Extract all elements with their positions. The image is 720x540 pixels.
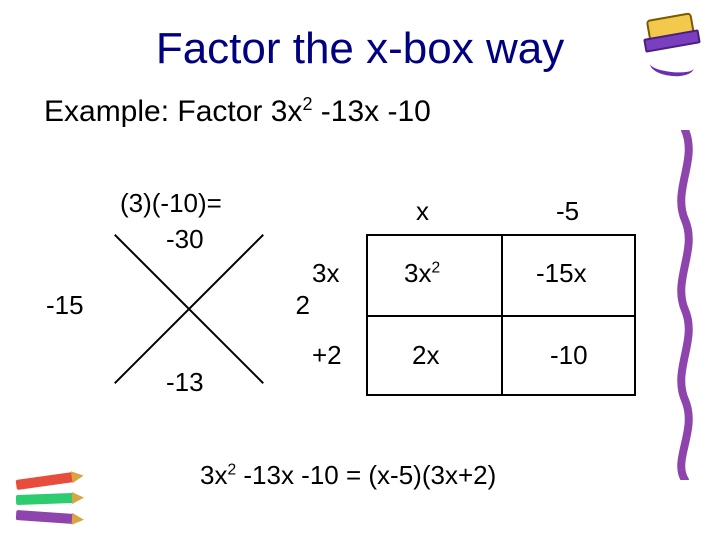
xbox-product-equation: (3)(-10)= (120, 188, 222, 219)
area-row2-header: +2 (312, 340, 342, 371)
xbox-top-value: -30 (166, 224, 204, 255)
pencils-icon (14, 472, 88, 526)
area-col2-header: -5 (556, 196, 579, 227)
area-cell-21: 2x (412, 340, 439, 371)
area-hline (366, 315, 636, 317)
answer-a: 3x (200, 460, 227, 490)
xbox-left-value: -15 (46, 290, 84, 321)
crayon-icon (642, 16, 702, 82)
expr-exp: 2 (302, 94, 312, 114)
expr-term-b: -13x -10 (312, 95, 430, 128)
area-cell-11: 3x2 (404, 258, 440, 289)
xbox-right-value: 2 (296, 290, 310, 321)
area-cell-12: -15x (536, 258, 587, 289)
area-model: x -5 3x +2 3x2 -15x 2x -10 (366, 234, 636, 396)
answer-rest: -13x -10 = (x-5)(3x+2) (236, 460, 496, 490)
xbox-diagram: (3)(-10)= -30 -15 2 -13 (90, 210, 290, 410)
cell-base: 3x (404, 258, 431, 288)
example-line: Example: Factor 3x2 -13x -10 (0, 74, 720, 129)
wavy-line-icon (670, 130, 700, 480)
expr-term-a: 3x (271, 95, 303, 128)
area-col1-header: x (416, 196, 429, 227)
factored-answer: 3x2 -13x -10 = (x-5)(3x+2) (200, 460, 496, 491)
area-row1-header: 3x (312, 258, 339, 289)
answer-exp: 2 (227, 461, 236, 478)
cell-exp: 2 (431, 259, 440, 276)
area-cell-22: -10 (550, 340, 588, 371)
example-prefix: Example: Factor (44, 95, 271, 128)
xbox-bottom-value: -13 (166, 367, 204, 398)
page-title: Factor the x-box way (0, 0, 720, 74)
